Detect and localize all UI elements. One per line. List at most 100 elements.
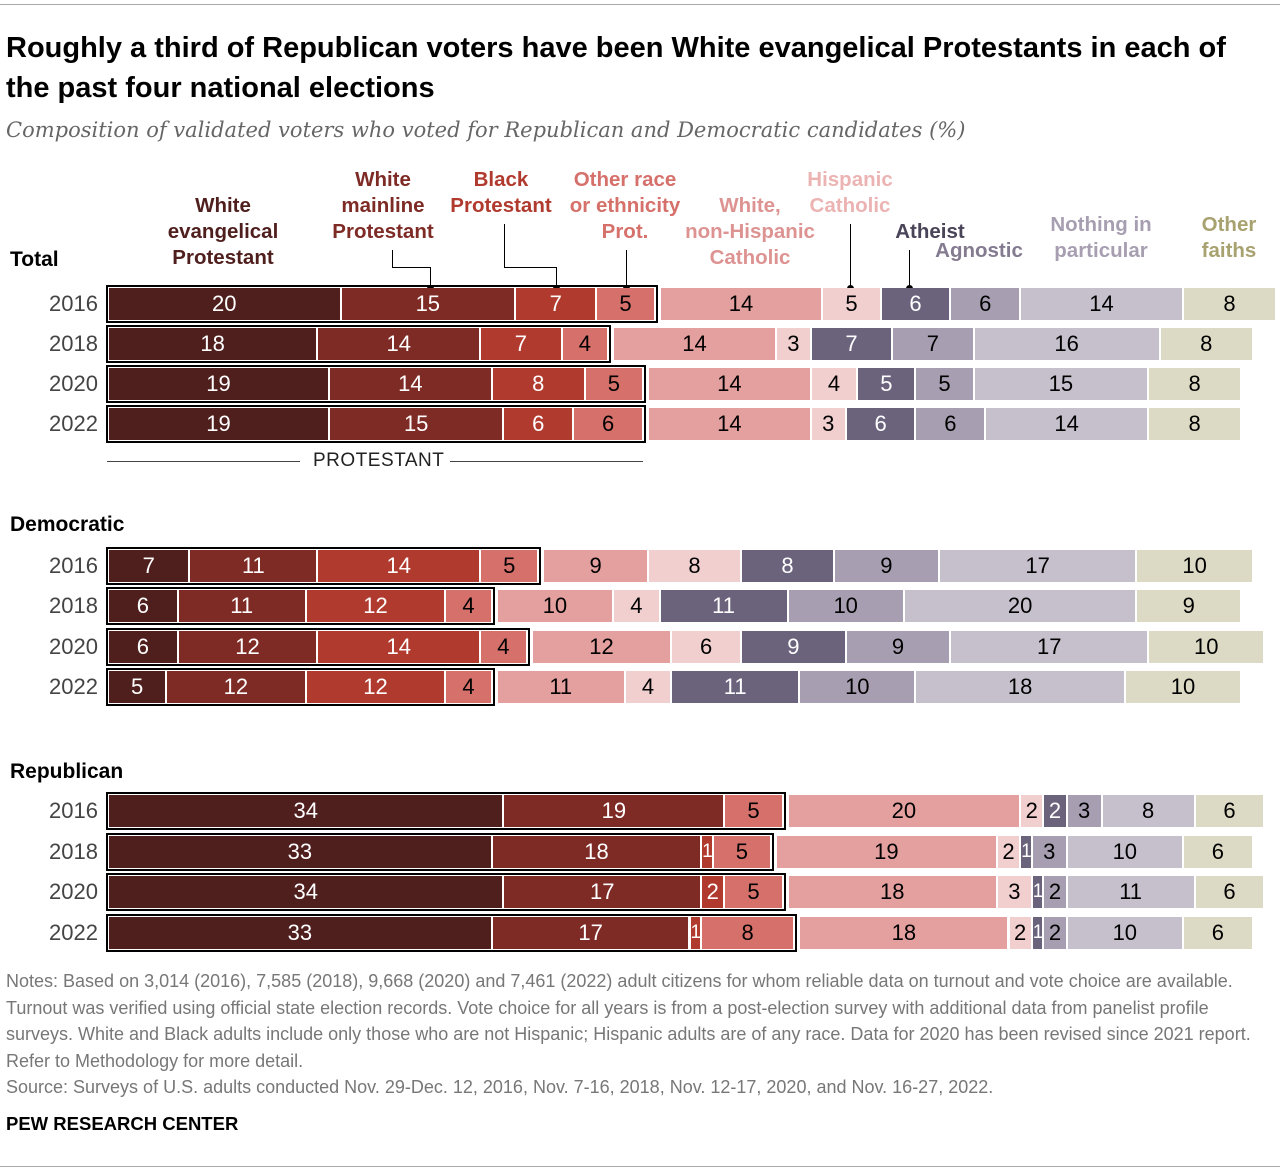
protestant-outline <box>106 628 530 666</box>
protestant-outline <box>106 587 495 625</box>
bar-segment: 5 <box>823 288 882 320</box>
protestant-outline <box>106 833 774 871</box>
bar-segment: 4 <box>446 671 493 703</box>
pew-logo-text: PEW RESEARCH CENTER <box>6 1113 239 1134</box>
bar-segment: 19 <box>776 836 998 868</box>
legend-label-hc: Hispanic Catholic <box>807 167 892 219</box>
bar-segment: 2 <box>997 836 1022 868</box>
leader-line <box>850 224 851 288</box>
bar-segment: 18 <box>788 876 998 908</box>
bar-segment: 5 <box>597 288 656 320</box>
bar-segment: 3 <box>811 408 847 440</box>
bar-segment: 9 <box>544 550 649 582</box>
leader-line <box>504 224 505 268</box>
bar-segment: 14 <box>318 328 482 360</box>
year-label: 2018 <box>49 331 98 356</box>
bar-segment: 33 <box>109 836 493 868</box>
group-label: Republican <box>10 760 124 783</box>
bar-segment: 5 <box>109 671 168 703</box>
bar-segment: 5 <box>916 368 975 400</box>
year-label: 2022 <box>49 674 98 699</box>
legend-label-atheist: Atheist <box>895 219 964 245</box>
bar-segment: 1 <box>1021 836 1033 868</box>
bar-segment: 17 <box>939 550 1138 582</box>
legend-line: mainline <box>341 194 425 217</box>
chart-title: Roughly a third of Republican voters hav… <box>6 32 1226 104</box>
leader-line <box>504 267 556 268</box>
bar-segment: 12 <box>306 590 447 622</box>
bar-segment: 2 <box>1021 795 1045 827</box>
bar-segment: 1 <box>1032 917 1045 949</box>
bar-segment: 10 <box>1137 550 1254 582</box>
bar-segment: 20 <box>109 288 342 320</box>
bar-segment: 33 <box>109 917 493 949</box>
bar-segment: 10 <box>1067 836 1184 868</box>
bar-segment: 4 <box>811 368 859 400</box>
bar-segment: 6 <box>574 408 644 440</box>
bar-segment: 8 <box>648 550 742 582</box>
legend-line: Agnostic <box>935 239 1023 262</box>
bar-segment: 15 <box>329 408 505 440</box>
year-label: 2020 <box>49 371 98 396</box>
bar-segment: 5 <box>725 795 784 827</box>
bar-segment: 11 <box>1067 876 1196 908</box>
legend-label-agnostic: Agnostic <box>935 238 1023 264</box>
bar-segment: 34 <box>109 876 505 908</box>
bar-segment: 11 <box>660 590 789 622</box>
bar-segment: 9 <box>846 631 952 663</box>
legend-line: Protestant <box>450 194 552 217</box>
bar-segment: 3 <box>1067 795 1103 827</box>
bar-segment: 20 <box>904 590 1138 622</box>
bar-segment: 17 <box>951 631 1150 663</box>
bar-segment: 18 <box>109 328 319 360</box>
bar-segment: 14 <box>986 408 1150 440</box>
bar-segment: 14 <box>1021 288 1184 320</box>
leader-line <box>909 250 910 288</box>
bar-segment: 14 <box>318 631 482 663</box>
legend-line: Protestant <box>172 246 274 269</box>
notes: Notes: Based on 3,014 (2016), 7,585 (201… <box>6 968 1276 1101</box>
top-rule <box>0 4 1280 5</box>
legend-label-wnhc: White, non-Hispanic Catholic <box>685 193 815 271</box>
protestant-outline <box>106 285 658 323</box>
legend-line: Atheist <box>895 220 965 243</box>
year-label: 2016 <box>49 798 98 823</box>
bar-segment: 18 <box>800 917 1010 949</box>
bar-segment: 11 <box>497 671 626 703</box>
group-label: Democratic <box>10 513 125 536</box>
year-label: 2016 <box>49 291 98 316</box>
bar-segment: 6 <box>881 288 952 320</box>
bar-segment: 18 <box>492 836 703 868</box>
protestant-outline <box>106 914 798 952</box>
bar-segment: 1 <box>1032 876 1045 908</box>
bar-segment: 17 <box>504 876 703 908</box>
bar-segment: 14 <box>614 328 777 360</box>
bar-segment: 14 <box>648 368 812 400</box>
legend-line: Nothing in <box>1050 213 1152 236</box>
legend-line: Other <box>1201 213 1257 236</box>
year-label: 2022 <box>49 411 98 436</box>
leader-line <box>392 267 430 268</box>
bar-segment: 4 <box>481 631 528 663</box>
legend-line: White, <box>719 194 781 217</box>
bar-segment: 9 <box>742 631 847 663</box>
bar-segment: 4 <box>614 590 661 622</box>
year-label: 2018 <box>49 593 98 618</box>
legend-line: particular <box>1054 239 1148 262</box>
source-text: Source: Surveys of U.S. adults conducted… <box>6 1077 994 1097</box>
protestant-bracket-right <box>450 461 643 462</box>
legend-label-nothing: Nothing in particular <box>1050 212 1151 264</box>
bar-segment: 3 <box>997 876 1033 908</box>
year-label: 2020 <box>49 634 98 659</box>
bar-segment: 8 <box>702 917 796 949</box>
bar-segment: 19 <box>109 368 330 400</box>
group-label: Total <box>10 248 59 271</box>
leader-line <box>392 250 393 268</box>
bar-segment: 6 <box>1195 795 1266 827</box>
legend-line: or ethnicity <box>569 194 681 217</box>
bar-segment: 8 <box>1102 795 1196 827</box>
bar-segment: 7 <box>109 550 191 582</box>
year-label: 2018 <box>49 839 98 864</box>
bar-segment: 6 <box>109 631 179 663</box>
bar-segment: 8 <box>1149 408 1243 440</box>
